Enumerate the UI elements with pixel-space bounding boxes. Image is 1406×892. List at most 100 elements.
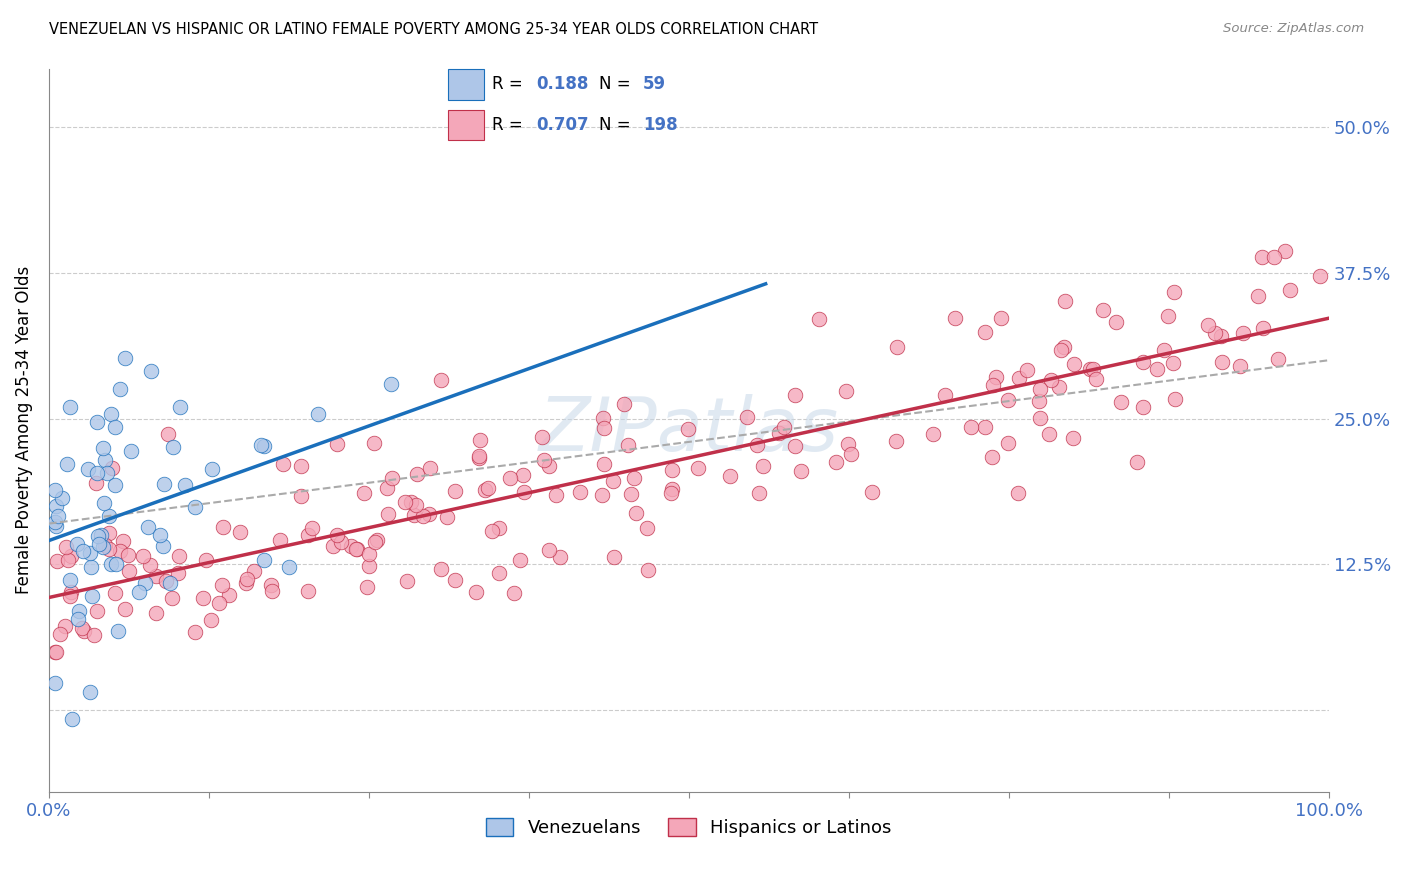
Point [44, 675, 66, 690]
Point [785, 439, 807, 453]
Point [513, 484, 536, 499]
Point [59, 584, 82, 599]
Point [108, 544, 131, 558]
Point [380, 376, 402, 391]
Point [860, 485, 883, 500]
Point [44, 515, 66, 529]
Point [79, 685, 101, 699]
Point [136, 519, 159, 533]
Point [602, 474, 624, 488]
Point [394, 494, 416, 508]
Point [1197, 318, 1219, 332]
Text: 0.188: 0.188 [536, 76, 589, 94]
Point [1232, 326, 1254, 341]
Point [617, 438, 640, 452]
Point [1062, 432, 1084, 446]
Point [1229, 359, 1251, 373]
Point [488, 521, 510, 535]
Point [1247, 289, 1270, 303]
Point [117, 548, 139, 562]
Point [807, 311, 830, 326]
Point [169, 400, 191, 414]
Point [108, 382, 131, 396]
Point [592, 410, 614, 425]
Point [603, 550, 626, 565]
Text: N =: N = [599, 116, 636, 134]
Point [191, 591, 214, 605]
Point [132, 549, 155, 563]
Point [886, 434, 908, 448]
Point [262, 584, 284, 599]
Point [488, 566, 510, 581]
Point [184, 500, 207, 515]
Point [80, 589, 103, 603]
Point [1081, 362, 1104, 376]
Point [44, 483, 66, 497]
Point [149, 528, 172, 542]
Point [470, 433, 492, 447]
Point [1163, 285, 1185, 299]
Point [363, 435, 385, 450]
Point [430, 374, 453, 388]
Point [167, 566, 190, 580]
Point [997, 392, 1019, 407]
Point [79, 546, 101, 560]
Point [112, 533, 135, 548]
Point [1092, 303, 1115, 318]
Point [1054, 294, 1077, 309]
Point [59, 574, 82, 588]
Point [1053, 340, 1076, 354]
Point [120, 444, 142, 458]
Point [162, 591, 184, 606]
Point [395, 574, 418, 589]
Point [243, 564, 266, 578]
Point [107, 624, 129, 638]
Point [1017, 362, 1039, 376]
Point [503, 586, 526, 600]
Point [104, 419, 127, 434]
Point [752, 458, 775, 473]
Point [290, 489, 312, 503]
Point [87, 537, 110, 551]
Point [1105, 315, 1128, 329]
Point [53, 618, 76, 632]
Point [159, 575, 181, 590]
Point [98, 508, 121, 523]
Text: Source: ZipAtlas.com: Source: ZipAtlas.com [1223, 22, 1364, 36]
Point [44, 645, 66, 659]
Point [544, 487, 567, 501]
Point [45, 519, 67, 533]
Point [1263, 251, 1285, 265]
Point [997, 436, 1019, 450]
Point [91, 441, 114, 455]
Point [1008, 370, 1031, 384]
Point [538, 543, 561, 558]
Point [1085, 372, 1108, 386]
Point [67, 605, 90, 619]
Point [59, 589, 82, 603]
Point [1078, 361, 1101, 376]
Point [211, 520, 233, 534]
Point [218, 588, 240, 602]
Point [1157, 310, 1180, 324]
Point [986, 370, 1008, 384]
Point [477, 481, 499, 495]
Point [718, 469, 741, 483]
Point [235, 576, 257, 591]
Text: 59: 59 [643, 76, 666, 94]
Point [405, 498, 427, 512]
Point [357, 548, 380, 562]
Point [94, 453, 117, 467]
Point [83, 628, 105, 642]
Point [443, 483, 465, 498]
Point [359, 558, 381, 573]
Point [183, 625, 205, 640]
Point [200, 613, 222, 627]
Point [624, 506, 647, 520]
Point [825, 455, 848, 469]
Point [1161, 356, 1184, 370]
Point [236, 572, 259, 586]
Point [418, 507, 440, 521]
Point [592, 421, 614, 435]
Point [356, 580, 378, 594]
